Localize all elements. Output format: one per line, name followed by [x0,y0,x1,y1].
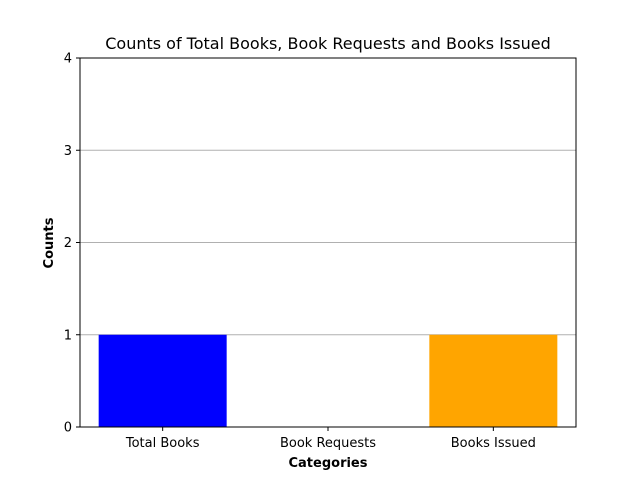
chart-title: Counts of Total Books, Book Requests and… [105,34,551,53]
y-tick-label: 1 [64,328,72,343]
bars [98,334,558,427]
y-axis-label: Counts [42,217,57,268]
y-tick-label: 0 [64,421,72,436]
x-tick-label: Book Requests [280,436,376,451]
y-tick-label: 4 [64,52,72,67]
x-axis-label: Categories [288,456,367,471]
y-tick-label: 2 [64,236,72,251]
bar-total-books [98,334,227,427]
y-axis-ticks: 0 1 2 3 4 [64,52,80,436]
x-tick-label: Total Books [125,436,200,451]
x-tick-label: Books Issued [451,436,536,451]
x-axis-ticks: Total Books Book Requests Books Issued [125,427,536,451]
y-tick-label: 3 [64,144,72,159]
bar-books-issued [429,334,558,427]
